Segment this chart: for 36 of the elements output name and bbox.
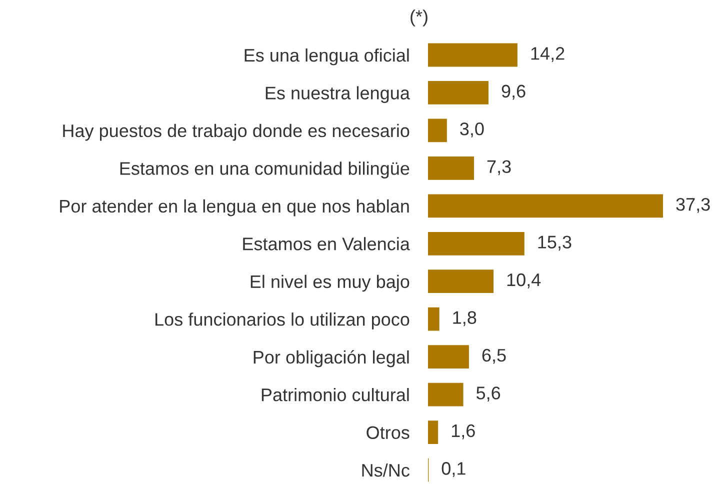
data-label: 37,3 [676, 198, 710, 213]
data-label: 1,8 [453, 311, 476, 326]
y-tick-label: Por obligación legal [254, 350, 409, 368]
bar [428, 382, 464, 406]
y-tick-label: Es nuestra lengua [266, 86, 410, 104]
data-label: 6,5 [482, 348, 506, 364]
bar [428, 420, 438, 444]
y-tick-label: Los funcionarios lo utilizan poco [156, 312, 410, 330]
chart-title: (*) [410, 10, 428, 26]
data-label: 10,4 [507, 273, 541, 288]
y-tick-label: Hay puestos de trabajo donde es necesario [63, 124, 410, 141]
data-label: 14,2 [531, 47, 564, 62]
bar [428, 194, 663, 218]
bar [428, 43, 518, 67]
data-label: 15,3 [538, 236, 572, 251]
bar [428, 156, 474, 180]
y-tick-label: Estamos en Valencia [243, 237, 410, 250]
y-tick-label: Otros [366, 426, 410, 439]
data-label: 3,0 [460, 122, 484, 138]
y-tick-label: El nivel es muy bajo [250, 274, 410, 292]
bar [428, 270, 494, 294]
bar [428, 232, 524, 256]
y-tick-label: Por atender en la lengua en que nos hablan [60, 199, 409, 216]
bar [428, 81, 488, 104]
bar [428, 118, 447, 142]
data-label: 5,6 [476, 386, 500, 402]
data-label: 9,6 [502, 84, 526, 100]
y-tick-label: Ns/Nc [362, 463, 410, 477]
y-tick-label: Es una lengua oficial [244, 48, 409, 66]
data-label: 7,3 [487, 160, 511, 176]
bar [428, 345, 469, 369]
data-label: 1,6 [452, 424, 475, 440]
y-tick-label: Patrimonio cultural [262, 388, 409, 402]
y-tick-label: Estamos en una comunidad bilingüe [120, 162, 410, 178]
bar [428, 307, 440, 331]
data-label: 0,1 [442, 462, 466, 477]
